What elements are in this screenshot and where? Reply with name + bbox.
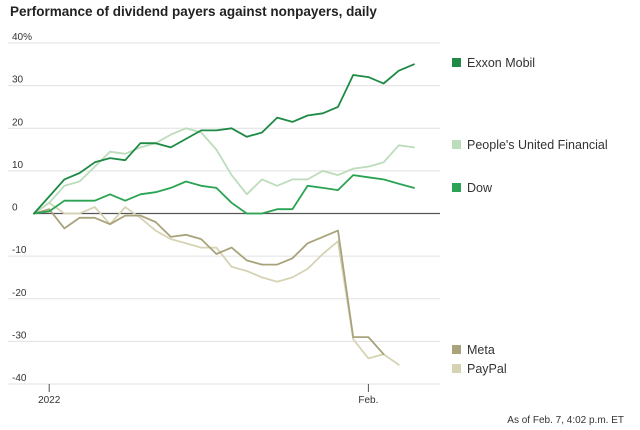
legend: Exxon Mobil People's United Financial Dow M… [452,56,608,376]
legend-label: Dow [467,181,493,195]
gridlines [8,42,440,385]
series-line-dow [33,174,415,215]
footnote: As of Feb. 7, 4:02 p.m. ET [507,415,624,426]
y-tick-label: 0 [12,203,18,214]
legend-label: People's United Financial [467,138,608,152]
chart-title: Performance of dividend payers against n… [10,4,377,19]
y-tick-label: 30 [12,75,24,86]
series-line-paypal [33,201,400,366]
y-tick-labels: 40% 30 20 10 0 -10 -20 -30 -40 [12,32,32,384]
y-tick-label: 10 [12,160,24,171]
legend-label: Exxon Mobil [467,56,535,70]
x-tick-label: 2022 [38,395,61,406]
legend-swatch [452,140,461,149]
legend-swatch [452,183,461,192]
legend-swatch [452,364,461,373]
x-tick-labels: 2022 Feb. [38,384,378,406]
y-tick-label: -20 [12,288,27,299]
y-tick-label: -30 [12,330,27,341]
y-tick-label: 20 [12,117,24,128]
series-line-people-s-united-financial [33,127,415,215]
series-line-exxon-mobil [33,63,415,215]
series-line-meta [33,208,385,356]
legend-swatch [452,345,461,354]
legend-label: Meta [467,343,495,357]
series-lines [33,63,415,366]
x-tick-label: Feb. [358,395,378,406]
y-tick-label: -40 [12,373,27,384]
y-tick-label: -10 [12,245,27,256]
legend-label: PayPal [467,362,507,376]
legend-swatch [452,58,461,67]
y-tick-label: 40% [12,32,32,43]
